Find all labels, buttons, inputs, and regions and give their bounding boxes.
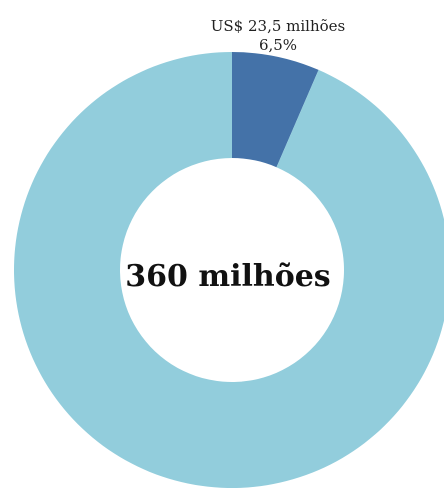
slice-highlight (232, 52, 319, 168)
slice-label-percent: 6,5% (259, 36, 297, 54)
slice-label-amount: US$ 23,5 milhões (211, 17, 345, 35)
center-total-label: 360 milhões (125, 259, 330, 294)
chart-slices (14, 52, 444, 488)
slice-remainder (14, 52, 444, 488)
